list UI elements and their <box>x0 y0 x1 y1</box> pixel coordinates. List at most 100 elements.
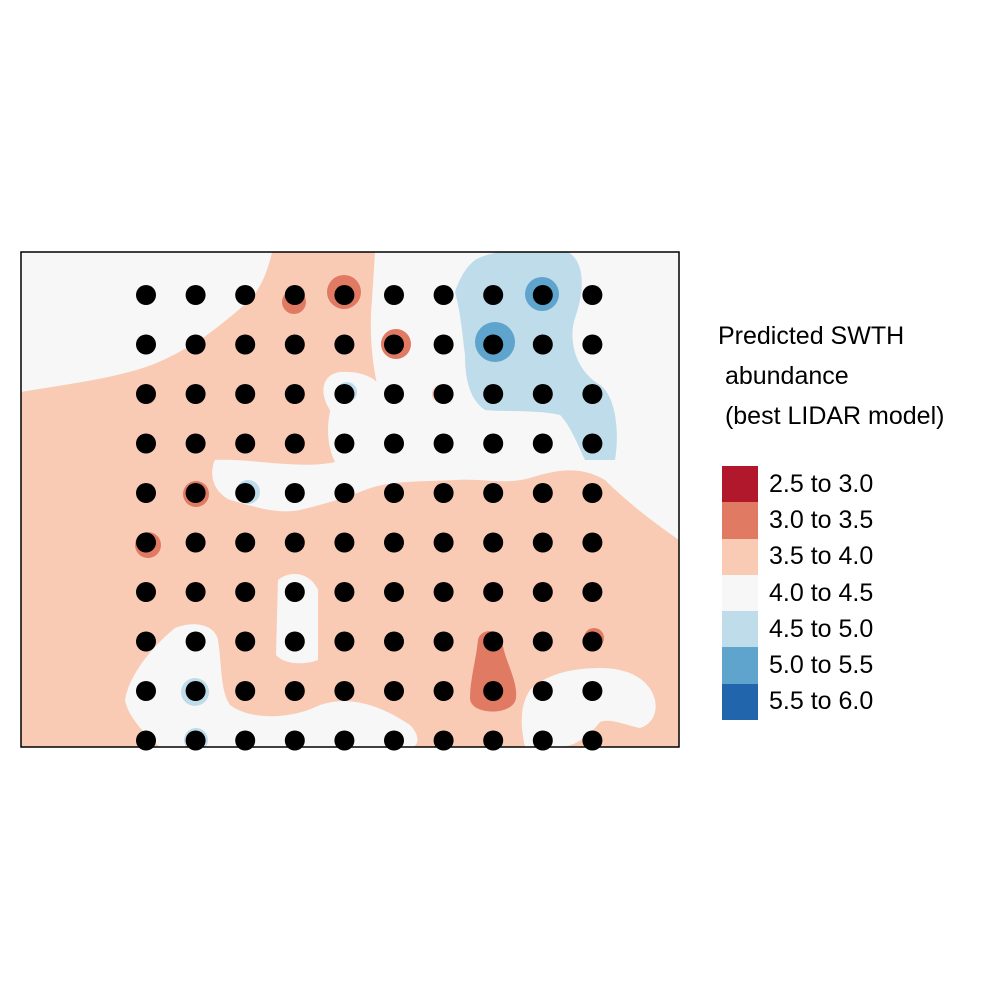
survey-point <box>136 334 156 355</box>
legend-swatch <box>722 574 758 612</box>
legend: 2.5 to 3.0 3.0 to 3.5 3.5 to 4.0 4.0 to … <box>722 466 874 721</box>
legend-swatch <box>722 647 758 684</box>
survey-point <box>185 582 206 602</box>
survey-point <box>582 681 603 701</box>
survey-point <box>136 730 156 751</box>
survey-point <box>185 681 206 701</box>
survey-point <box>136 681 156 701</box>
survey-point <box>235 285 256 305</box>
survey-point <box>235 384 256 404</box>
survey-point <box>185 433 206 454</box>
survey-point <box>235 681 256 701</box>
survey-point <box>235 483 256 503</box>
survey-point <box>284 433 305 454</box>
survey-point <box>433 483 454 503</box>
survey-point <box>185 730 206 751</box>
survey-point <box>582 433 603 454</box>
survey-point <box>384 433 404 454</box>
survey-point <box>433 681 454 701</box>
legend-title-line-1: Predicted SWTH <box>718 322 905 350</box>
survey-point <box>384 681 404 701</box>
survey-point <box>235 334 256 355</box>
survey-point <box>136 582 156 602</box>
survey-point <box>582 384 603 404</box>
survey-point <box>284 285 305 305</box>
survey-point <box>433 582 454 602</box>
survey-point <box>483 384 504 404</box>
surface-region-bottom-right <box>521 668 656 747</box>
legend-row: 4.0 to 4.5 <box>722 574 874 612</box>
survey-point <box>284 483 305 503</box>
survey-point <box>433 334 454 355</box>
survey-point <box>384 285 404 305</box>
survey-point <box>384 730 404 751</box>
survey-point <box>185 483 206 503</box>
legend-row: 2.5 to 3.0 <box>722 466 874 503</box>
legend-row: 5.5 to 6.0 <box>722 683 874 721</box>
survey-point <box>582 285 603 305</box>
survey-point <box>483 582 504 602</box>
hotspot-red-7 <box>470 631 517 712</box>
survey-point <box>582 532 603 553</box>
legend-swatch <box>722 502 758 539</box>
legend-label: 5.0 to 5.5 <box>769 651 874 680</box>
legend-swatch <box>722 538 758 575</box>
survey-point <box>532 285 553 305</box>
survey-point <box>334 334 355 355</box>
survey-point <box>582 582 603 602</box>
survey-point <box>334 285 355 305</box>
survey-point <box>136 532 156 553</box>
survey-point <box>334 582 355 602</box>
legend-row: 4.5 to 5.0 <box>722 611 874 648</box>
survey-point <box>433 631 454 652</box>
legend-label: 5.5 to 6.0 <box>769 687 874 716</box>
survey-point <box>334 681 355 701</box>
survey-point <box>384 631 404 652</box>
survey-point <box>136 631 156 652</box>
survey-point <box>136 433 156 454</box>
survey-point <box>433 730 454 751</box>
legend-row: 3.0 to 3.5 <box>722 502 873 539</box>
legend-swatch <box>722 466 758 503</box>
survey-point <box>483 532 504 553</box>
survey-point <box>532 433 553 454</box>
survey-point <box>384 582 404 602</box>
survey-point <box>334 483 355 503</box>
legend-label: 2.5 to 3.0 <box>769 469 874 498</box>
survey-point <box>483 631 504 652</box>
survey-point <box>284 582 305 602</box>
legend-label: 4.5 to 5.0 <box>769 614 874 643</box>
surface-region-center <box>328 385 474 478</box>
survey-point <box>284 730 305 751</box>
surface-region-top-left <box>21 252 272 392</box>
survey-point <box>532 681 553 701</box>
legend-title: Predicted SWTH abundance (best LIDAR mod… <box>718 316 988 436</box>
legend-title-line-2: abundance <box>718 362 849 390</box>
survey-point <box>384 483 404 503</box>
survey-points <box>136 285 603 751</box>
survey-point <box>532 631 553 652</box>
survey-point <box>532 730 553 751</box>
survey-point <box>483 483 504 503</box>
survey-point <box>136 285 156 305</box>
survey-point <box>334 384 355 404</box>
survey-point <box>235 631 256 652</box>
survey-point <box>582 730 603 751</box>
survey-point <box>284 532 305 553</box>
survey-point <box>136 483 156 503</box>
survey-point <box>284 681 305 701</box>
survey-point <box>582 334 603 355</box>
survey-point <box>582 483 603 503</box>
map-panel-border <box>20 251 680 748</box>
survey-point <box>185 384 206 404</box>
surface-region-bottom-left <box>125 624 418 747</box>
survey-point <box>433 285 454 305</box>
survey-point <box>136 384 156 404</box>
survey-point <box>235 730 256 751</box>
survey-point <box>483 433 504 454</box>
legend-label: 4.0 to 4.5 <box>769 578 874 607</box>
survey-point <box>483 285 504 305</box>
survey-point <box>235 582 256 602</box>
survey-point <box>433 433 454 454</box>
